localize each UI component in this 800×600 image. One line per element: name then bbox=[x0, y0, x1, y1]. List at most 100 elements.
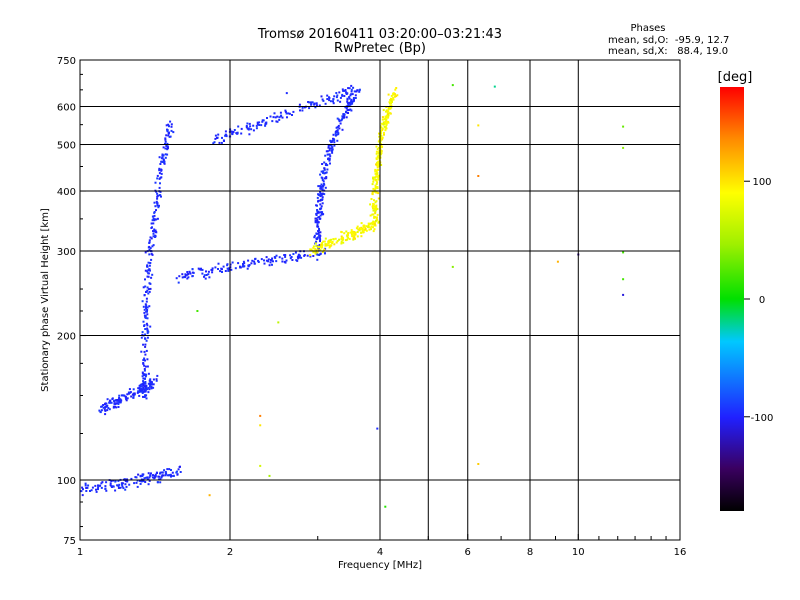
echo-point bbox=[316, 225, 319, 228]
echo-point bbox=[384, 120, 387, 123]
echo-point bbox=[126, 478, 128, 481]
echo-point bbox=[390, 99, 393, 102]
echo-point bbox=[112, 479, 115, 482]
echo-point bbox=[317, 253, 320, 256]
echo-point bbox=[377, 197, 380, 200]
echo-point bbox=[152, 474, 154, 477]
echo-point bbox=[342, 241, 345, 244]
echo-point bbox=[265, 256, 268, 259]
echo-point bbox=[153, 230, 156, 233]
echo-point bbox=[147, 261, 150, 264]
y-axis-ticks: 75 100 200 300 400 500 600 750 bbox=[57, 56, 86, 547]
echo-point bbox=[87, 484, 90, 487]
echo-point bbox=[258, 121, 261, 124]
echo-point bbox=[379, 153, 382, 156]
echo-point bbox=[300, 256, 303, 259]
echo-point bbox=[130, 395, 133, 398]
echo-point bbox=[622, 278, 625, 281]
echo-point bbox=[153, 211, 156, 214]
echo-point bbox=[253, 260, 256, 263]
echo-point bbox=[160, 476, 163, 479]
echo-point bbox=[364, 228, 367, 230]
phase-info-o: mean, sd,O: -95.9, 12.7 bbox=[608, 35, 729, 46]
x-axis-ticks: 1 2 4 6 8 10 16 bbox=[77, 534, 687, 558]
x-tick-label: 4 bbox=[377, 547, 383, 558]
y-tick-label: 500 bbox=[57, 141, 76, 152]
echo-point bbox=[164, 143, 167, 145]
echo-point bbox=[395, 87, 398, 89]
echo-point bbox=[141, 371, 144, 374]
echo-point bbox=[382, 131, 385, 134]
echo-point bbox=[321, 193, 324, 195]
colorbar-ticks: 100 0 -100 bbox=[744, 177, 773, 424]
echo-point bbox=[281, 260, 284, 263]
echo-point bbox=[622, 125, 625, 128]
x-tick-label: 16 bbox=[674, 547, 687, 558]
echo-point bbox=[161, 156, 164, 159]
echo-point bbox=[323, 168, 326, 171]
echo-point bbox=[153, 201, 156, 204]
echo-point bbox=[309, 248, 312, 251]
echo-point bbox=[84, 482, 87, 485]
echo-point bbox=[376, 171, 378, 174]
echo-point bbox=[223, 140, 225, 142]
echo-point bbox=[145, 373, 148, 376]
echo-point bbox=[342, 113, 345, 116]
echo-point bbox=[154, 475, 157, 478]
echo-point bbox=[309, 101, 312, 104]
echo-point bbox=[147, 272, 150, 275]
echo-point bbox=[225, 135, 228, 138]
echo-point bbox=[170, 123, 173, 126]
echo-point bbox=[350, 231, 353, 234]
echo-point bbox=[155, 200, 158, 203]
echo-point bbox=[187, 276, 190, 279]
echo-point bbox=[152, 232, 155, 235]
echo-point bbox=[169, 473, 172, 476]
echo-point bbox=[323, 167, 326, 170]
echo-point bbox=[357, 228, 360, 231]
echo-point bbox=[260, 258, 263, 261]
echo-point bbox=[385, 110, 387, 113]
echo-point bbox=[323, 161, 326, 164]
echo-point bbox=[315, 237, 318, 240]
echo-point bbox=[270, 259, 272, 261]
echo-point bbox=[147, 391, 150, 394]
echo-point bbox=[392, 96, 395, 99]
echo-point bbox=[375, 200, 378, 203]
echo-point bbox=[97, 484, 99, 487]
echo-point bbox=[211, 271, 214, 274]
echo-point bbox=[375, 204, 378, 207]
echo-point bbox=[257, 261, 260, 263]
echo-point bbox=[377, 168, 380, 171]
echo-point bbox=[333, 95, 336, 98]
echo-point bbox=[389, 101, 392, 104]
echo-point bbox=[158, 169, 161, 172]
echo-point bbox=[342, 89, 345, 92]
echo-point bbox=[156, 192, 159, 195]
echo-point bbox=[375, 183, 378, 185]
x-tick-label: 1 bbox=[77, 547, 83, 558]
echo-point bbox=[387, 121, 390, 124]
echo-point bbox=[151, 245, 154, 248]
echo-point bbox=[143, 368, 146, 370]
echo-point bbox=[143, 314, 146, 317]
echo-point bbox=[284, 261, 287, 264]
echo-point bbox=[140, 385, 143, 388]
echo-point bbox=[269, 261, 272, 264]
echo-point bbox=[322, 213, 325, 216]
echo-point bbox=[107, 407, 110, 409]
echo-point bbox=[166, 153, 169, 156]
echo-point bbox=[333, 141, 336, 144]
echo-point bbox=[151, 383, 154, 386]
echo-point bbox=[148, 305, 151, 308]
echo-point bbox=[136, 479, 139, 482]
echo-point bbox=[376, 166, 379, 169]
echo-point bbox=[146, 328, 149, 331]
echo-point bbox=[89, 490, 91, 492]
echo-point bbox=[291, 259, 294, 261]
echo-point bbox=[124, 488, 127, 491]
echo-point bbox=[372, 223, 374, 226]
echo-point bbox=[274, 256, 277, 259]
echo-point bbox=[334, 134, 337, 137]
echo-point bbox=[375, 206, 378, 209]
